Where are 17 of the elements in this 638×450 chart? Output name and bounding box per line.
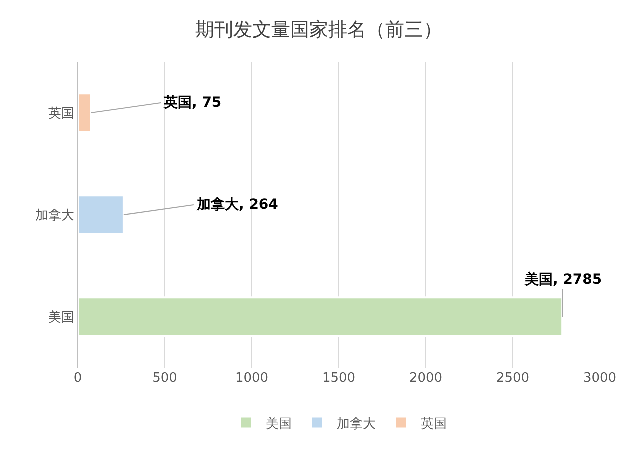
y-tick-label: 加拿大	[35, 208, 74, 224]
legend-label: 美国	[266, 416, 292, 432]
x-tick-label: 1000	[235, 371, 269, 386]
legend-label: 加拿大	[337, 416, 376, 432]
x-tick-label: 2500	[496, 371, 530, 386]
x-tick-label: 0	[74, 371, 82, 386]
x-tick-label: 2000	[409, 371, 443, 386]
chart-title: 期刊发文量国家排名（前三）	[196, 18, 442, 41]
x-tick-label: 3000	[583, 371, 617, 386]
data-label: 美国, 2785	[524, 271, 602, 288]
data-label: 英国, 75	[163, 95, 222, 111]
x-tick-label: 1500	[322, 371, 356, 386]
data-label: 加拿大, 264	[196, 197, 279, 213]
x-tick-label: 500	[152, 371, 178, 386]
y-tick-label: 英国	[48, 106, 74, 122]
legend-label: 英国	[421, 416, 447, 432]
y-tick-label: 美国	[48, 310, 74, 326]
